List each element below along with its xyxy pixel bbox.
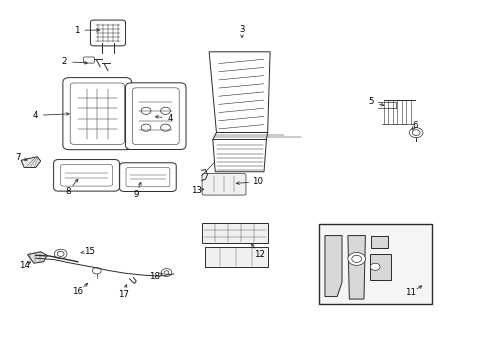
Text: 13: 13 — [191, 186, 202, 195]
FancyBboxPatch shape — [54, 159, 119, 191]
Circle shape — [57, 251, 64, 256]
FancyBboxPatch shape — [120, 163, 176, 192]
Text: 12: 12 — [253, 250, 264, 259]
Circle shape — [141, 107, 151, 114]
Polygon shape — [347, 235, 365, 299]
Circle shape — [163, 271, 168, 274]
FancyBboxPatch shape — [126, 167, 169, 187]
Circle shape — [351, 255, 361, 262]
Circle shape — [411, 130, 419, 135]
Text: 16: 16 — [72, 287, 83, 296]
Circle shape — [160, 124, 170, 131]
Text: 18: 18 — [149, 271, 160, 280]
FancyBboxPatch shape — [63, 78, 131, 150]
Text: 4: 4 — [167, 114, 173, 123]
Circle shape — [92, 267, 101, 274]
Polygon shape — [209, 52, 269, 132]
Text: 4: 4 — [32, 111, 38, 120]
Polygon shape — [27, 252, 47, 263]
FancyBboxPatch shape — [61, 165, 112, 186]
FancyBboxPatch shape — [202, 174, 245, 195]
Circle shape — [408, 128, 422, 138]
Text: 15: 15 — [84, 247, 95, 256]
Bar — [318, 224, 431, 304]
Polygon shape — [370, 235, 387, 248]
Text: 9: 9 — [133, 190, 139, 199]
Text: 10: 10 — [251, 177, 262, 186]
Text: 2: 2 — [61, 57, 67, 66]
Text: 14: 14 — [19, 261, 30, 270]
FancyBboxPatch shape — [70, 83, 124, 144]
Circle shape — [347, 252, 365, 265]
Text: 3: 3 — [239, 25, 244, 34]
Bar — [204, 247, 267, 267]
FancyBboxPatch shape — [83, 57, 94, 63]
FancyBboxPatch shape — [132, 88, 179, 144]
Polygon shape — [21, 157, 41, 167]
Text: 7: 7 — [16, 153, 21, 162]
Circle shape — [54, 249, 67, 258]
Text: 11: 11 — [404, 288, 415, 297]
Polygon shape — [369, 253, 390, 280]
Text: 1: 1 — [73, 26, 79, 35]
Circle shape — [160, 107, 170, 114]
Polygon shape — [325, 235, 341, 297]
Bar — [202, 223, 267, 243]
Circle shape — [141, 124, 151, 131]
Polygon shape — [212, 139, 266, 172]
FancyBboxPatch shape — [90, 20, 125, 46]
FancyBboxPatch shape — [125, 83, 185, 149]
Text: 6: 6 — [411, 121, 417, 130]
Text: 17: 17 — [118, 289, 129, 298]
Circle shape — [161, 269, 171, 276]
Text: 5: 5 — [368, 97, 373, 106]
Circle shape — [369, 263, 379, 270]
Text: 8: 8 — [65, 187, 71, 196]
